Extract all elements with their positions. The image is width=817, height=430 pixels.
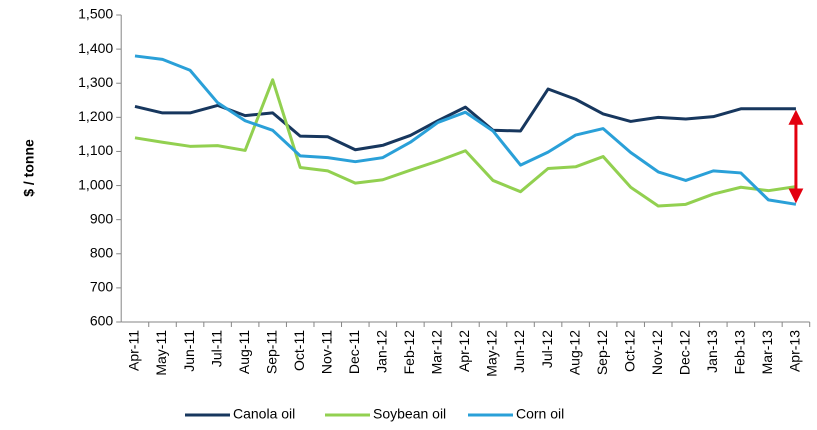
x-tick-label: Apr-13 <box>787 330 803 372</box>
y-tick-label: 1,100 <box>78 142 113 158</box>
x-tick-label: Apr-12 <box>456 330 472 372</box>
series-line <box>134 54 797 206</box>
legend-label: Soybean oil <box>373 406 446 422</box>
y-tick-label: 1,000 <box>78 176 113 192</box>
x-tick-label: Feb-12 <box>401 330 417 375</box>
x-tick-label: Aug-12 <box>566 330 582 375</box>
x-tick-label: Nov-12 <box>649 330 665 375</box>
x-tick-label: Feb-13 <box>732 330 748 375</box>
y-tick-label: 1,300 <box>78 74 113 90</box>
x-tick-label: Dec-12 <box>676 330 692 375</box>
series-line <box>134 87 796 152</box>
x-tick-label: Mar-13 <box>759 330 775 375</box>
y-tick-label: 700 <box>90 279 114 295</box>
x-tick-label: Oct-11 <box>291 330 307 371</box>
x-tick-label: Jan-13 <box>704 330 720 373</box>
x-tick-label: Jul-11 <box>208 330 224 367</box>
x-tick-label: Jun-11 <box>181 330 197 372</box>
legend-label: Corn oil <box>516 406 564 422</box>
x-tick-label: Apr-11 <box>126 330 142 371</box>
x-tick-label: Dec-11 <box>346 330 362 374</box>
y-axis-label: $ / tonne <box>21 139 37 197</box>
x-tick-label: Jun-12 <box>511 330 527 373</box>
y-tick-label: 900 <box>90 210 114 226</box>
x-tick-label: Jan-12 <box>374 330 390 373</box>
x-tick-label: May-12 <box>484 330 500 377</box>
x-tick-label: Nov-11 <box>318 330 334 374</box>
y-tick-label: 600 <box>90 313 114 329</box>
x-tick-label: Aug-11 <box>236 330 252 374</box>
x-tick-label: May-11 <box>153 330 169 376</box>
series-line <box>134 78 797 208</box>
x-tick-label: Sep-12 <box>594 330 610 375</box>
y-tick-label: 800 <box>90 244 114 260</box>
y-tick-label: 1,400 <box>78 40 113 56</box>
x-tick-label: Oct-12 <box>621 330 637 372</box>
y-tick-label: 1,200 <box>78 108 113 124</box>
x-tick-label: Jul-12 <box>539 330 555 368</box>
legend-label: Canola oil <box>233 406 295 422</box>
x-tick-label: Sep-11 <box>263 330 279 374</box>
y-tick-label: 1,500 <box>78 6 113 22</box>
x-tick-label: Mar-12 <box>429 330 445 375</box>
